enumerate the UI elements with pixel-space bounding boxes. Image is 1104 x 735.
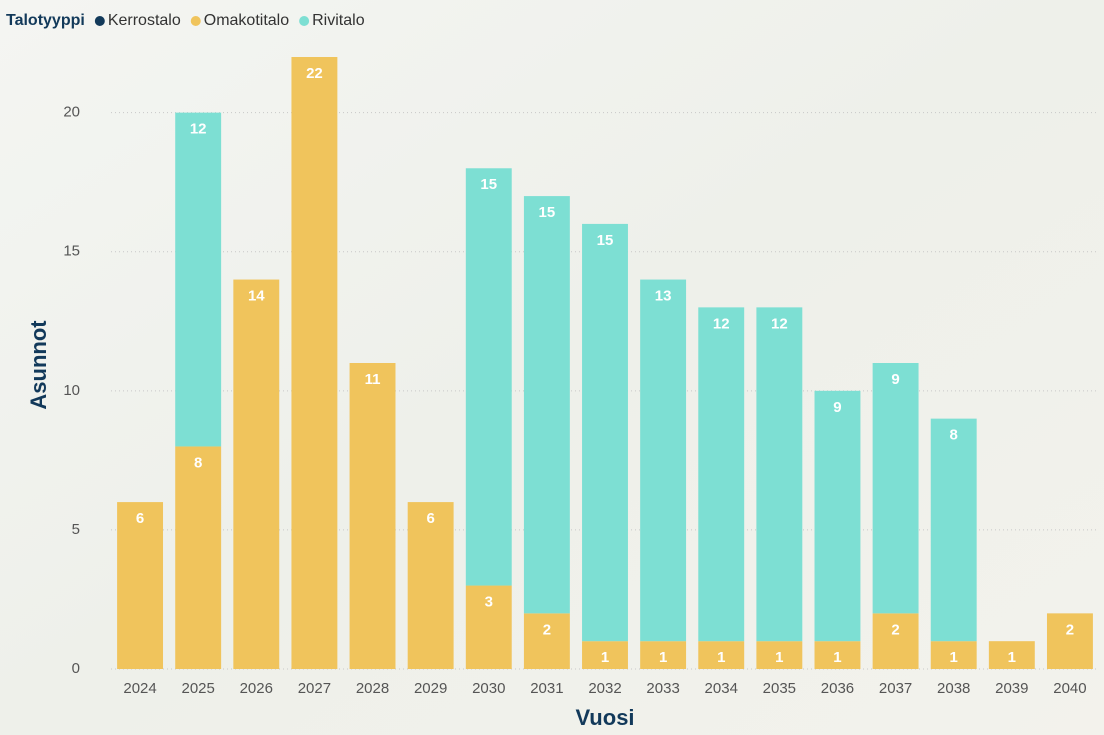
x-tick-label: 2039 — [995, 680, 1028, 697]
data-label: 1 — [717, 649, 725, 666]
y-tick-label: 20 — [63, 104, 80, 121]
legend-marker — [94, 16, 105, 26]
bar-segment — [523, 613, 570, 669]
bar-segment — [582, 641, 628, 669]
bar-segment — [756, 307, 803, 642]
x-tick-label: 2037 — [879, 680, 912, 697]
legend-label: Kerrostalo — [108, 12, 181, 29]
bar-segment — [349, 363, 396, 669]
bar-segment — [233, 279, 280, 669]
x-tick-label: 2029 — [414, 680, 447, 697]
bar-segment — [930, 418, 977, 642]
data-label: 13 — [655, 288, 672, 305]
x-tick-label: 2035 — [763, 680, 796, 697]
legend-title: Talotyyppi — [6, 12, 85, 29]
y-tick-label: 10 — [63, 382, 80, 399]
data-label: 1 — [833, 649, 841, 666]
data-label: 22 — [306, 65, 323, 82]
data-label: 1 — [950, 649, 958, 666]
data-label: 9 — [833, 399, 841, 416]
x-axis-title: Vuosi — [575, 705, 634, 730]
data-label: 2 — [1066, 621, 1074, 638]
bar-segment — [1046, 613, 1093, 669]
bar-segment — [175, 446, 222, 669]
bar-segment — [756, 641, 803, 669]
x-tick-label: 2028 — [356, 680, 389, 697]
data-label: 3 — [485, 594, 493, 611]
data-label: 8 — [194, 454, 202, 471]
bar-segment — [465, 585, 512, 669]
legend-marker — [299, 16, 310, 26]
bar-segment — [582, 223, 628, 642]
x-tick-label: 2030 — [472, 680, 505, 697]
bar-segment — [175, 112, 222, 447]
y-tick-label: 15 — [63, 243, 80, 260]
y-tick-label: 0 — [72, 660, 80, 677]
legend-label: Omakotitalo — [204, 12, 289, 29]
bar-segment — [814, 390, 861, 642]
bar-segment — [640, 641, 687, 669]
bar-segment — [465, 168, 512, 586]
bar-segment — [117, 502, 164, 669]
x-tick-label: 2032 — [588, 680, 621, 697]
data-label: 1 — [1008, 649, 1016, 666]
data-label: 14 — [248, 288, 265, 305]
bar-segment — [698, 641, 745, 669]
data-label: 2 — [891, 621, 899, 638]
x-tick-label: 2038 — [937, 680, 970, 697]
data-label: 2 — [543, 621, 551, 638]
data-label: 15 — [539, 204, 556, 221]
bar-segment — [814, 641, 861, 669]
data-label: 8 — [950, 427, 958, 444]
bar-segment — [291, 57, 338, 669]
data-label: 12 — [771, 315, 788, 332]
x-tick-label: 2031 — [530, 680, 563, 697]
data-label: 12 — [190, 121, 207, 138]
x-tick-label: 2024 — [123, 680, 156, 697]
data-label: 15 — [597, 232, 614, 249]
legend-marker — [190, 16, 201, 26]
y-axis-title: Asunnot — [26, 320, 51, 410]
data-label: 11 — [365, 371, 381, 388]
bar-segment — [872, 363, 919, 614]
data-label: 9 — [891, 371, 899, 388]
bar-segment — [872, 613, 919, 669]
x-tick-label: 2026 — [240, 680, 273, 697]
x-tick-label: 2034 — [705, 680, 738, 697]
bar-segment — [523, 196, 570, 614]
bar-segment — [930, 641, 977, 669]
y-tick-label: 5 — [72, 521, 80, 538]
data-label: 12 — [713, 315, 730, 332]
bar-segment — [407, 502, 454, 669]
bar-segment — [640, 279, 687, 642]
bar-segment — [698, 307, 745, 642]
data-label: 6 — [136, 510, 144, 527]
x-tick-label: 2036 — [821, 680, 854, 697]
data-label: 1 — [775, 649, 783, 666]
x-tick-label: 2027 — [298, 680, 331, 697]
x-tick-label: 2033 — [646, 680, 679, 697]
bar-segment — [988, 641, 1035, 669]
x-tick-label: 2040 — [1053, 680, 1086, 697]
data-label: 1 — [659, 649, 667, 666]
data-label: 6 — [426, 510, 434, 527]
legend-label: Rivitalo — [312, 12, 365, 29]
data-label: 1 — [601, 649, 609, 666]
x-tick-label: 2025 — [181, 680, 214, 697]
data-label: 15 — [480, 176, 497, 193]
